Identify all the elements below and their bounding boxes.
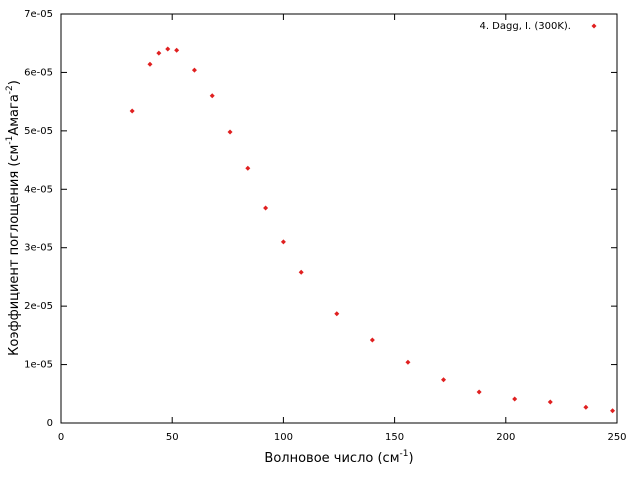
point bbox=[334, 311, 340, 317]
point bbox=[369, 337, 375, 343]
legend-marker bbox=[591, 23, 597, 29]
x-label-sup: -1 bbox=[400, 449, 409, 459]
y-tick-label: 3e-05 bbox=[24, 243, 53, 254]
x-tick-label: 0 bbox=[58, 432, 64, 443]
x-tick-label: 250 bbox=[607, 432, 626, 443]
y-axis-label: Коэффициент поглощения (см-1Амага-2) bbox=[5, 80, 22, 356]
x-tick-label: 100 bbox=[274, 432, 293, 443]
point bbox=[476, 389, 482, 395]
x-label-part: ) bbox=[408, 451, 413, 466]
point bbox=[227, 129, 233, 135]
point bbox=[583, 404, 589, 410]
y-label-sup: -2 bbox=[5, 85, 15, 94]
x-axis-label: Волновое число (см-1) bbox=[264, 449, 413, 466]
point bbox=[547, 399, 553, 405]
y-tick-label: 7e-05 bbox=[24, 9, 53, 20]
y-label-sup: -1 bbox=[5, 136, 15, 145]
point bbox=[174, 47, 180, 53]
point bbox=[147, 61, 153, 67]
y-label-part: Амага bbox=[7, 94, 22, 135]
legend-label: 4. Dagg, I. (300K). bbox=[479, 21, 571, 32]
point bbox=[280, 239, 286, 245]
y-tick-label: 2e-05 bbox=[24, 301, 53, 312]
y-tick-label: 6e-05 bbox=[24, 67, 53, 78]
point bbox=[405, 359, 411, 365]
y-tick-label: 4e-05 bbox=[24, 184, 53, 195]
point bbox=[165, 46, 171, 52]
y-label-part: Коэффициент поглощения (см bbox=[7, 145, 22, 356]
x-label-part: Волновое число (см bbox=[264, 451, 399, 466]
y-tick-label: 1e-05 bbox=[24, 360, 53, 371]
point bbox=[129, 108, 135, 114]
x-tick-label: 200 bbox=[496, 432, 515, 443]
point bbox=[263, 205, 269, 211]
point bbox=[245, 165, 251, 171]
point bbox=[441, 377, 447, 383]
point bbox=[156, 50, 162, 56]
x-tick-label: 150 bbox=[385, 432, 404, 443]
point bbox=[191, 67, 197, 73]
plot-frame bbox=[60, 13, 618, 424]
point bbox=[209, 93, 215, 99]
y-tick-label: 5e-05 bbox=[24, 126, 53, 137]
y-tick-label: 0 bbox=[47, 418, 53, 429]
point bbox=[610, 408, 616, 414]
y-label-part: ) bbox=[7, 80, 22, 85]
point bbox=[512, 396, 518, 402]
point bbox=[298, 269, 304, 275]
x-tick-label: 50 bbox=[166, 432, 179, 443]
